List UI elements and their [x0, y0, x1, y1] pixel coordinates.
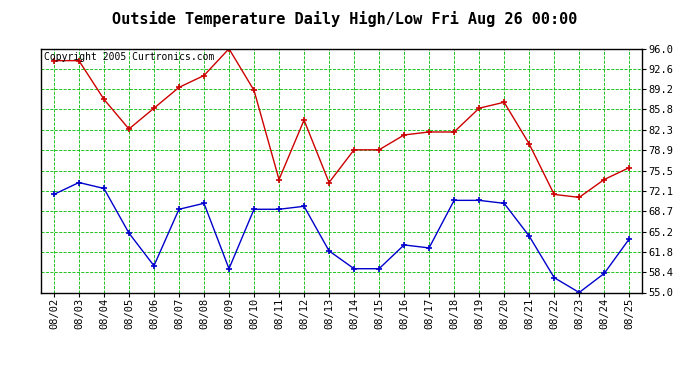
Text: Copyright 2005 Curtronics.com: Copyright 2005 Curtronics.com	[44, 53, 215, 62]
Text: Outside Temperature Daily High/Low Fri Aug 26 00:00: Outside Temperature Daily High/Low Fri A…	[112, 11, 578, 27]
